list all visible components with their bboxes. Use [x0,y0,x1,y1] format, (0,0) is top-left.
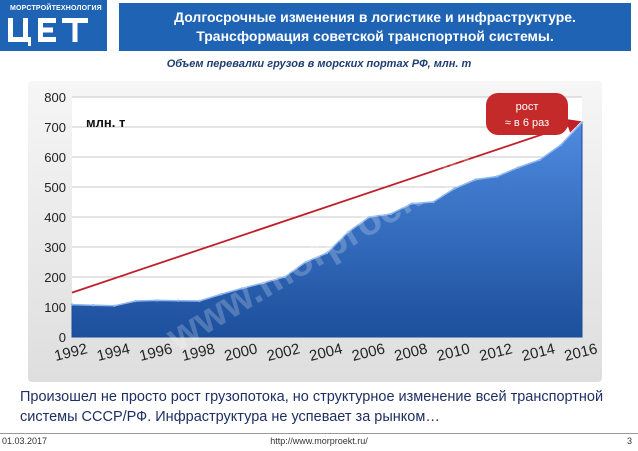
annotation-line-2: ≈ в 6 раз [505,117,549,129]
unit-label-group: млн. т [86,115,125,130]
data-point [262,281,265,285]
data-point [283,275,286,279]
y-axis-ticks: 0 100 200 300 400 500 600 700 800 [44,90,66,345]
company-logo: МОРСТРОЙТЕХНОЛОГИЯ [0,0,107,51]
annotation-line-1: рост [516,101,539,113]
unit-label: млн. т [86,115,125,130]
data-point [580,121,584,124]
data-point [240,287,244,290]
y-tick-label: 0 [59,330,66,345]
data-point [198,299,201,303]
data-point [368,215,371,219]
data-point [432,200,435,204]
footer-date: 01.03.2017 [2,436,48,446]
data-point [134,299,137,303]
data-point [495,175,499,178]
annotation-bubble [486,93,568,135]
data-point [474,178,477,181]
logo-mark-icon [8,18,88,46]
footer-divider [0,433,638,434]
growth-annotation: рост ≈ в 6 раз [486,93,568,135]
y-tick-label: 500 [44,180,66,195]
footer-url[interactable]: http://www.morproekt.ru/ [270,436,368,446]
slide-title-line-2: Трансформация советской транспортной сис… [196,28,554,44]
page-number: 3 [626,436,632,446]
logo-brand-text: МОРСТРОЙТЕХНОЛОГИЯ [10,5,102,12]
y-tick-label: 800 [44,90,66,105]
data-point [92,304,95,307]
data-point [389,212,392,216]
data-point [155,299,159,302]
data-point [517,166,520,169]
data-point [538,158,541,162]
data-point [113,304,116,307]
trend-arrow [71,119,582,294]
y-tick-label: 100 [44,300,66,315]
data-point [559,143,562,147]
slide-title-line-1: Долгосрочные изменения в логистике и инф… [174,9,576,25]
data-point [219,293,222,296]
chart-subtitle: Объем перевалки грузов в морских портах … [166,58,472,70]
chart-container: 0 100 200 300 400 500 600 700 800 1992 1994 1996 19… [28,81,602,382]
y-tick-label: 300 [44,240,66,255]
data-point [410,202,414,205]
data-point [70,303,74,306]
slide-title-banner: Долгосрочные изменения в логистике и инф… [119,3,631,51]
y-tick-label: 200 [44,270,66,285]
slide-caption: Произошел не просто рост грузопотока, но… [20,389,604,425]
data-point [325,251,329,255]
y-tick-label: 400 [44,210,66,225]
trend-line [71,119,582,294]
series-area [70,121,584,338]
data-point [453,187,456,190]
y-tick-label: 600 [44,150,66,165]
data-point [177,299,180,302]
y-tick-label: 700 [44,120,66,135]
data-point [347,230,350,234]
data-point [304,260,307,264]
